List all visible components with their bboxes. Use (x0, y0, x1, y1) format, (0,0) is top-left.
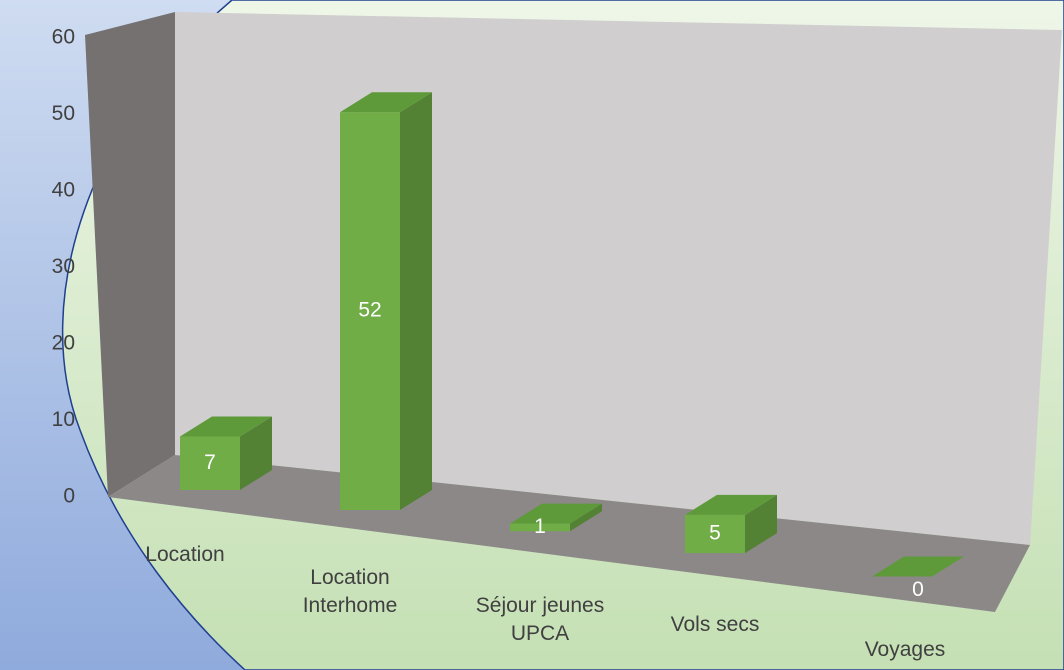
y-tick-label: 40 (52, 179, 75, 202)
y-tick-label: 60 (52, 26, 75, 49)
bar-top (180, 416, 272, 437)
bar-side (745, 494, 777, 554)
y-tick-label: 50 (52, 102, 75, 125)
value-label: 52 (358, 299, 381, 322)
value-label: 7 (204, 451, 216, 474)
bar-front (685, 514, 745, 554)
x-tick-label: Location (145, 543, 225, 566)
bar-side (570, 503, 602, 532)
bar-top (685, 494, 777, 515)
bar-front (180, 436, 240, 490)
bar-front (340, 112, 400, 510)
back-wall (175, 12, 1062, 545)
y-tick-label: 0 (63, 485, 75, 508)
bar-top (510, 503, 602, 524)
bar-side (240, 416, 272, 490)
x-tick-label: Location Interhome (302, 566, 398, 617)
bar-top (340, 92, 432, 113)
bar (685, 494, 777, 554)
x-tick-label: Vols secs (670, 613, 760, 636)
value-label: 1 (534, 515, 546, 538)
bar (180, 416, 272, 490)
bar (340, 92, 432, 510)
floor (108, 455, 1030, 612)
y-tick-label: 20 (52, 332, 75, 355)
x-tick-label: Séjour jeunes UPCA (475, 594, 605, 645)
bar (872, 556, 964, 577)
y-tick-label: 10 (52, 408, 75, 431)
side-wall (85, 12, 175, 497)
value-label: 0 (912, 578, 924, 601)
bar-front (510, 523, 570, 532)
bar-top (872, 556, 964, 577)
value-label: 5 (709, 522, 721, 545)
x-tick-label: Voyages (864, 638, 946, 661)
bar-side (400, 92, 432, 510)
bar (510, 503, 602, 532)
y-tick-label: 30 (52, 255, 75, 278)
